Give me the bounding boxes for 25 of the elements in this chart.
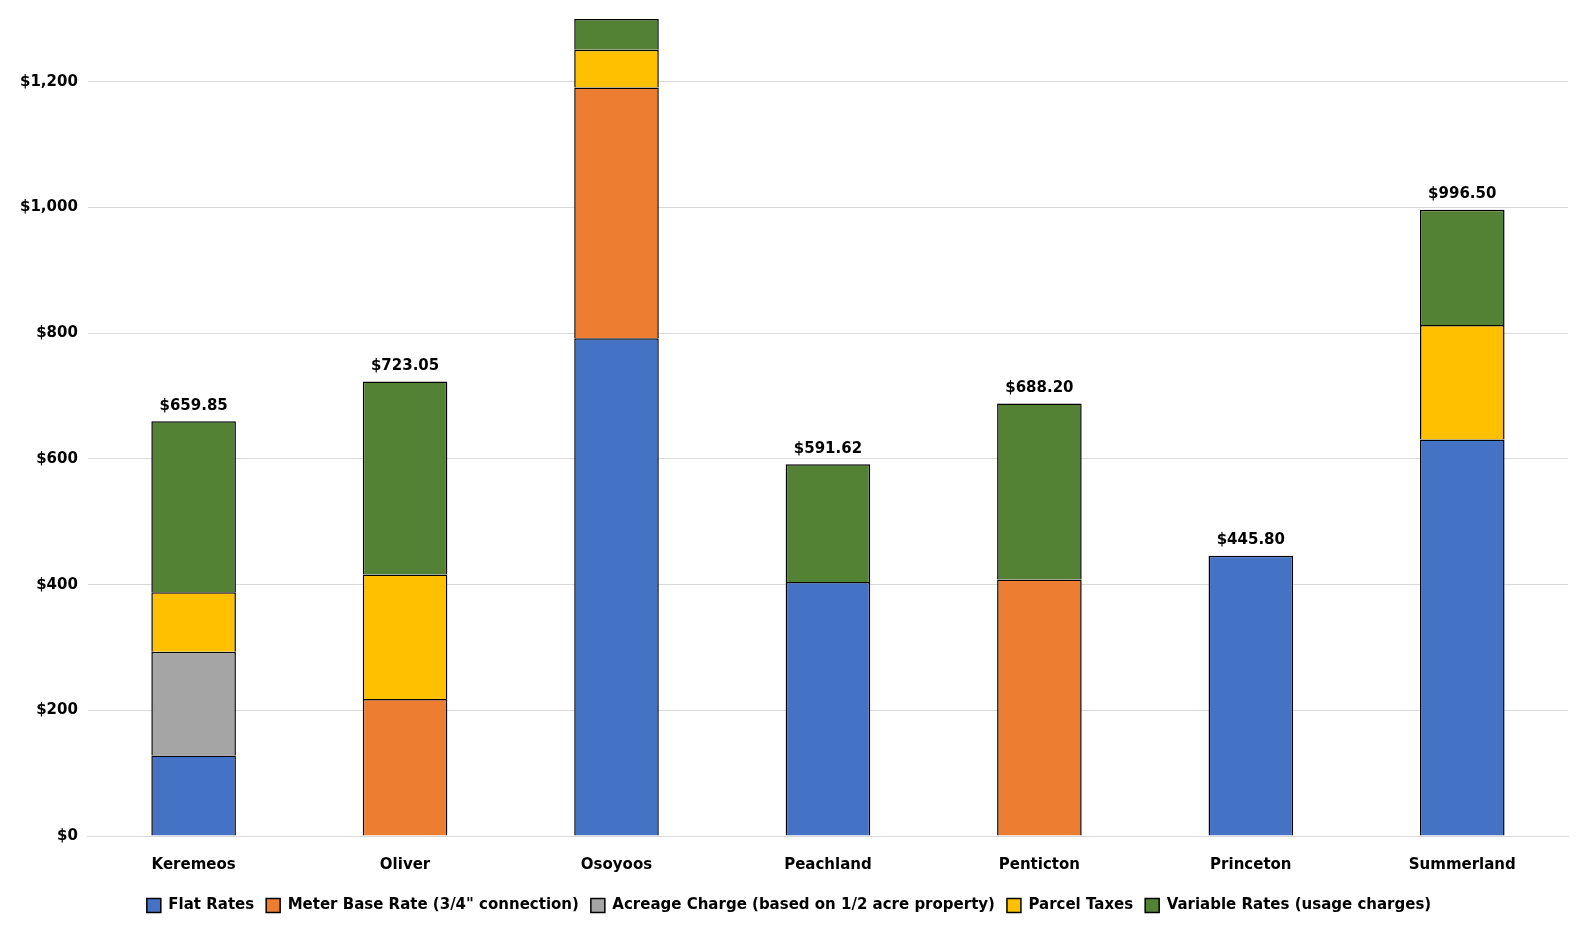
- x-tick-label: Summerland: [1408, 854, 1516, 873]
- y-tick-label: $200: [36, 700, 78, 719]
- x-tick-label: Princeton: [1210, 854, 1292, 873]
- x-tick-label: Keremeos: [151, 854, 236, 873]
- x-tick-label: Penticton: [998, 854, 1080, 873]
- legend-label: Meter Base Rate (3/4" connection): [287, 895, 579, 914]
- legend-label: Variable Rates (usage charges): [1166, 895, 1432, 914]
- legend-label: Flat Rates: [168, 895, 255, 914]
- legend-label: Parcel Taxes: [1028, 895, 1134, 914]
- total-label: $591.62: [793, 438, 863, 457]
- y-tick-label: $400: [36, 574, 78, 593]
- total-label: $688.20: [1005, 377, 1074, 396]
- y-tick-label: $0: [57, 825, 78, 844]
- total-label: $723.05: [370, 355, 440, 374]
- legend-label: Acreage Charge (based on 1/2 acre property): [612, 895, 995, 914]
- x-tick-label: Osoyoos: [580, 854, 653, 873]
- y-tick-label: $600: [36, 448, 78, 467]
- x-tick-label: Oliver: [379, 854, 431, 873]
- total-label: $445.80: [1216, 530, 1285, 549]
- x-tick-label: Peachland: [784, 854, 872, 873]
- y-tick-label: $800: [36, 323, 78, 342]
- y-tick-label: $1,200: [19, 71, 78, 90]
- y-tick-label: $1,000: [19, 197, 78, 216]
- total-label: $996.50: [1428, 184, 1497, 203]
- total-label: $659.85: [159, 395, 228, 414]
